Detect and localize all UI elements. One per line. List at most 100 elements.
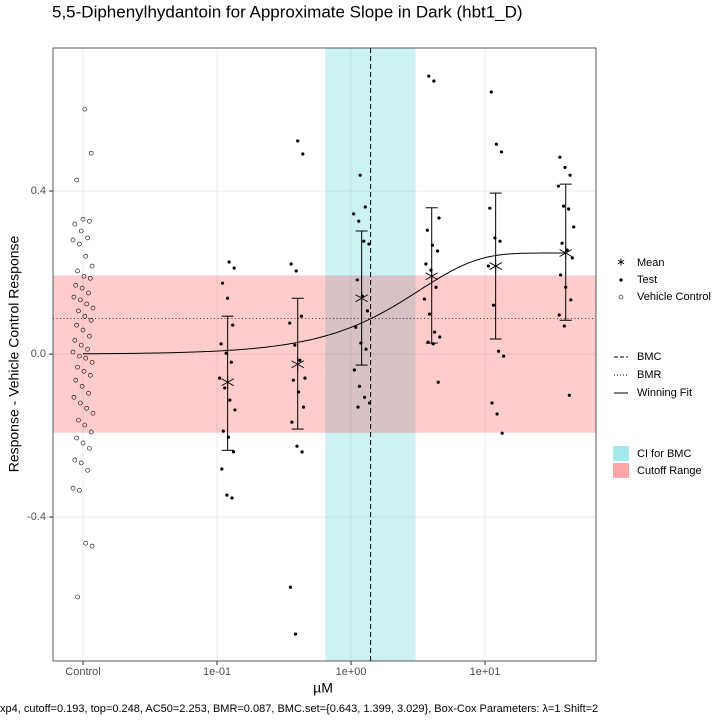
test-point — [495, 412, 499, 416]
test-point — [435, 249, 440, 253]
test-point — [228, 398, 232, 402]
vehicle-point — [83, 540, 89, 546]
test-point — [293, 343, 297, 347]
test-point — [436, 380, 440, 384]
vehicle-point — [75, 364, 80, 370]
test-point — [219, 342, 223, 346]
test-point — [568, 173, 572, 177]
test-point — [294, 269, 298, 273]
vehicle-point — [70, 237, 76, 243]
vehicle-point — [72, 457, 78, 463]
test-point — [301, 152, 305, 156]
vehicle-point — [70, 349, 76, 355]
vehicle-point — [88, 317, 94, 323]
mean-marker — [355, 291, 368, 306]
vehicle-point — [88, 429, 94, 435]
test-point — [558, 155, 562, 159]
test-point — [557, 313, 561, 317]
x-tick-label: Control — [65, 666, 100, 678]
test-point — [362, 395, 367, 399]
legend-label: CI for BMC — [637, 448, 691, 460]
mean-star-stroke — [355, 294, 368, 303]
mean-marker — [291, 357, 305, 372]
test-point — [225, 493, 229, 497]
vehicle-point — [81, 273, 87, 279]
test-point — [569, 298, 573, 302]
vehicle-point — [87, 333, 92, 339]
vehicle-point — [79, 285, 85, 291]
test-point — [232, 266, 236, 270]
vehicle-point — [77, 353, 82, 359]
test-point — [231, 323, 235, 327]
test-point — [489, 90, 493, 94]
mean-star-stroke — [221, 378, 234, 387]
test-point — [363, 205, 367, 209]
test-point — [227, 260, 231, 264]
caption: xp4, cutoff=0.193, top=0.248, AC50=2.253… — [0, 703, 598, 715]
test-point — [293, 632, 298, 636]
vehicle-point — [87, 445, 92, 451]
legend-label: Cutoff Range — [637, 465, 702, 477]
test-point — [298, 358, 302, 362]
mean-star-stroke — [617, 259, 625, 265]
x-tick-label: 1e+00 — [336, 666, 367, 678]
test-point — [498, 239, 502, 243]
test-point — [496, 349, 501, 353]
test-point — [288, 585, 293, 589]
test-point — [432, 79, 436, 83]
test-point — [500, 431, 504, 435]
vehicle-point — [87, 275, 93, 281]
vehicle-point — [78, 460, 84, 466]
y-tick-label: 0.0 — [31, 348, 46, 360]
test-point — [299, 314, 303, 318]
test-point — [362, 239, 366, 243]
mean-marker — [489, 259, 502, 274]
test-point — [355, 278, 359, 282]
vehicle-point — [85, 235, 90, 241]
legend-label: BMC — [637, 351, 662, 363]
vehicle-point — [76, 417, 81, 423]
y-axis-label: Response - Vehicle Control Response — [6, 235, 22, 472]
mean-star-stroke — [559, 249, 573, 257]
legend-label: Vehicle Control — [637, 291, 711, 303]
test-point — [224, 351, 228, 355]
test-point — [424, 262, 428, 266]
vehicle-point — [88, 150, 94, 156]
vehicle-point — [80, 327, 86, 333]
y-tick-label: 0.4 — [31, 185, 46, 197]
test-point — [221, 429, 225, 433]
test-point — [433, 330, 437, 334]
vehicle-point — [72, 221, 78, 227]
vehicle-point — [84, 406, 89, 411]
vehicle-point — [77, 400, 83, 406]
x-tick-label: 1e-01 — [203, 666, 231, 678]
test-point — [422, 297, 427, 301]
vehicle-point — [84, 301, 89, 307]
vehicle-point — [73, 377, 79, 383]
test-point — [303, 376, 307, 380]
vehicle-point — [81, 368, 87, 374]
test-point — [356, 405, 360, 409]
x-axis-label: µM — [313, 680, 333, 696]
vehicle-point — [89, 543, 95, 549]
legend-key — [613, 446, 629, 461]
mean-star-stroke — [291, 360, 305, 369]
vehicle-point — [86, 290, 91, 296]
vehicle-point — [87, 372, 93, 378]
vehicle-point — [74, 435, 79, 441]
test-point — [290, 420, 294, 424]
vehicle-point — [77, 297, 83, 303]
legend-key — [619, 278, 623, 282]
test-point — [352, 368, 356, 372]
test-point — [288, 321, 292, 325]
vehicle-point — [80, 216, 86, 222]
test-point — [354, 325, 358, 329]
test-point — [438, 335, 442, 339]
vehicle-point — [75, 594, 80, 600]
vehicle-point — [78, 228, 84, 234]
test-point — [434, 285, 438, 289]
test-point — [494, 142, 498, 146]
test-point — [352, 212, 356, 216]
test-point — [289, 262, 293, 266]
